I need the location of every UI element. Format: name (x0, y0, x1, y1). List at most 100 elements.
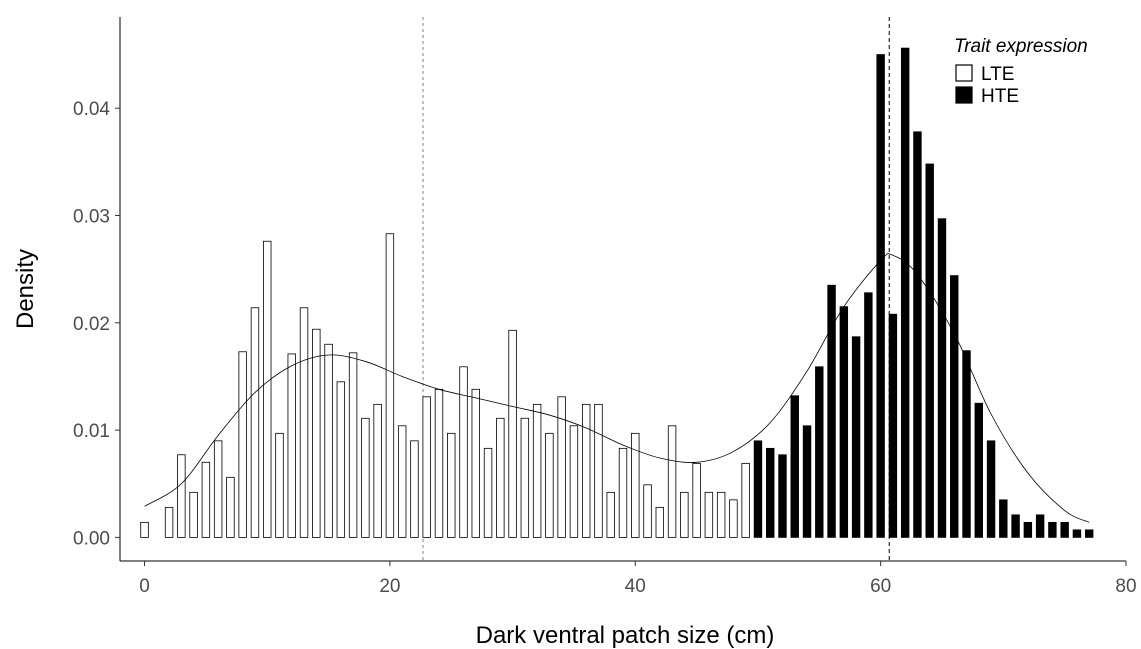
y-tick-label: 0.01 (73, 421, 110, 442)
bar-hte (1048, 521, 1057, 538)
y-axis-title: Density (12, 249, 39, 329)
bar-lte (667, 425, 677, 538)
x-tick-label: 60 (870, 576, 891, 597)
bar-lte (361, 417, 370, 538)
bar-lte (520, 417, 530, 538)
bar-lte (447, 432, 456, 538)
bar-hte (888, 313, 898, 538)
bar-lte (275, 432, 284, 538)
bar-lte (680, 491, 689, 538)
bar-lte (140, 521, 149, 538)
bar-lte (348, 352, 358, 538)
bar-lte (483, 447, 493, 538)
bar-hte (900, 47, 910, 538)
bar-lte (434, 388, 444, 538)
x-axis-ticks: 0 20 40 60 80 (139, 561, 1137, 597)
bar-lte (177, 454, 186, 538)
bar-lte (287, 353, 296, 538)
bar-lte (189, 491, 198, 538)
bar-hte (876, 54, 885, 538)
bar-lte (704, 491, 714, 538)
bar-hte (790, 395, 799, 538)
y-tick-label: 0.03 (73, 207, 110, 228)
bar-lte (692, 462, 701, 538)
bar-lte (631, 432, 640, 538)
bar-lte (250, 307, 260, 538)
bar-hte (827, 284, 836, 538)
y-tick-label: 0.00 (73, 528, 110, 549)
bar-lte (226, 476, 235, 538)
bar-lte (312, 328, 321, 538)
reference-lines (422, 17, 890, 561)
bar-lte (496, 417, 505, 538)
x-tick-label: 20 (379, 576, 400, 597)
bar-lte (201, 461, 211, 538)
bar-lte (618, 447, 628, 538)
legend: Trait expression LTE HTE (954, 36, 1088, 107)
y-tick-label: 0.04 (73, 99, 110, 120)
bar-lte (164, 506, 174, 538)
x-axis-title: Dark ventral patch size (cm) (476, 622, 775, 649)
hte-bars (753, 47, 1094, 538)
x-tick-label: 40 (625, 576, 646, 597)
bar-hte (753, 440, 763, 538)
bar-lte (385, 233, 395, 538)
bar-lte (336, 381, 346, 538)
bar-hte (937, 218, 947, 538)
bar-lte (422, 396, 431, 538)
bar-hte (778, 454, 787, 538)
bar-lte (459, 366, 468, 538)
bar-lte (373, 403, 382, 538)
bar-lte (557, 396, 566, 538)
bar-lte (741, 462, 750, 538)
bar-hte (815, 366, 824, 538)
legend-swatch-lte (955, 64, 973, 82)
bar-hte (950, 275, 959, 538)
bar-hte (839, 306, 849, 538)
legend-label-lte: LTE (981, 64, 1014, 85)
bar-hte (1072, 529, 1082, 538)
y-tick-label: 0.02 (73, 314, 110, 335)
bar-hte (974, 402, 983, 538)
bar-lte (729, 499, 738, 538)
x-tick-label: 80 (1115, 576, 1136, 597)
bar-hte (962, 350, 971, 538)
bar-hte (913, 131, 922, 538)
bar-lte (643, 484, 652, 538)
bar-lte (594, 403, 603, 538)
bar-hte (1084, 529, 1094, 538)
bar-hte (864, 292, 873, 538)
bar-lte (508, 329, 517, 538)
y-axis-ticks: 0.00 0.01 0.02 0.03 0.04 (73, 99, 120, 549)
bar-lte (606, 491, 615, 538)
density-curve (144, 253, 1090, 523)
axes (119, 17, 1126, 562)
legend-swatch-hte (955, 86, 973, 104)
bar-hte (851, 336, 861, 538)
bar-hte (802, 425, 812, 538)
bar-lte (569, 425, 579, 538)
bar-hte (925, 163, 934, 538)
bar-lte (545, 432, 554, 538)
bar-lte (324, 343, 333, 538)
x-tick-label: 0 (139, 576, 150, 597)
bar-lte (410, 440, 419, 538)
bar-lte (238, 351, 247, 538)
bar-lte (655, 506, 665, 538)
bar-hte (1011, 514, 1020, 538)
legend-title: Trait expression (954, 36, 1088, 57)
bar-lte (213, 440, 223, 538)
bar-hte (986, 440, 996, 538)
bar-lte (581, 403, 591, 538)
bar-lte (263, 240, 272, 538)
bar-hte (1023, 521, 1033, 538)
legend-label-hte: HTE (981, 86, 1019, 107)
bar-lte (397, 425, 407, 538)
bar-hte (999, 499, 1008, 538)
bar-lte (716, 491, 726, 538)
bar-hte (1035, 514, 1045, 538)
bar-lte (532, 403, 542, 538)
lte-bars (140, 233, 750, 538)
bar-hte (1060, 521, 1069, 538)
